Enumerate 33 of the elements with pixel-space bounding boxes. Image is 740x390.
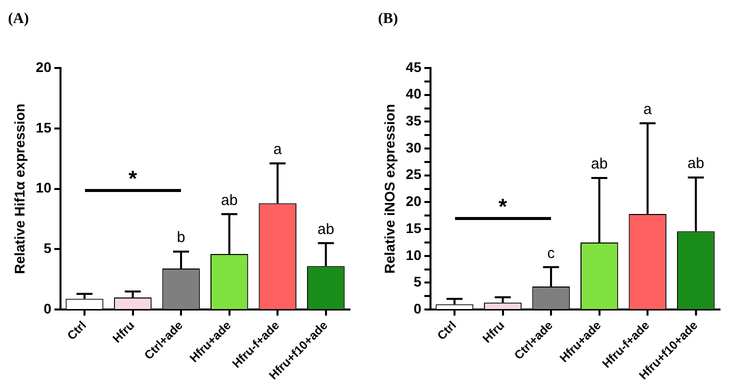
annotation: * [127, 166, 138, 191]
annotation: a [643, 100, 652, 118]
y-tick-label: 0 [414, 300, 422, 316]
y-tick-label: 25 [406, 166, 422, 182]
y-tick-label: 30 [406, 139, 422, 156]
x-tick-label: Ctrl [64, 318, 89, 343]
y-tick-label: 40 [406, 86, 422, 102]
y-tick-label: 15 [406, 220, 422, 236]
y-tick-label: 5 [414, 274, 422, 290]
x-tick-label: Ctrl [434, 318, 459, 343]
y-axis-title: Relative iNOS expression [381, 104, 398, 274]
y-tick-label: 10 [36, 180, 52, 196]
annotation: ab [688, 155, 704, 172]
y-tick-label: 5 [44, 240, 52, 256]
significance-bracket: * [454, 196, 552, 220]
annotation: ab [318, 220, 334, 238]
annotation: a [273, 141, 282, 158]
chart-title: (B) [378, 10, 398, 27]
y-tick-label: 15 [36, 119, 52, 136]
y-tick-label: 35 [406, 112, 422, 129]
annotation: ab [220, 192, 238, 209]
y-tick-label: 0 [44, 300, 52, 316]
y-tick-label: 20 [406, 193, 422, 210]
y-axis-title: Relative Hif1α expression [11, 104, 28, 274]
annotation: b [176, 229, 186, 246]
y-tick-label: 10 [406, 246, 422, 263]
chart-title: (A) [8, 10, 29, 27]
y-tick-label: 20 [36, 58, 52, 75]
annotation: ab [590, 156, 608, 173]
y-tick-label: 45 [406, 58, 422, 75]
annotation: c [547, 244, 556, 262]
significance-bracket: * [84, 168, 182, 192]
annotation: * [497, 194, 508, 219]
